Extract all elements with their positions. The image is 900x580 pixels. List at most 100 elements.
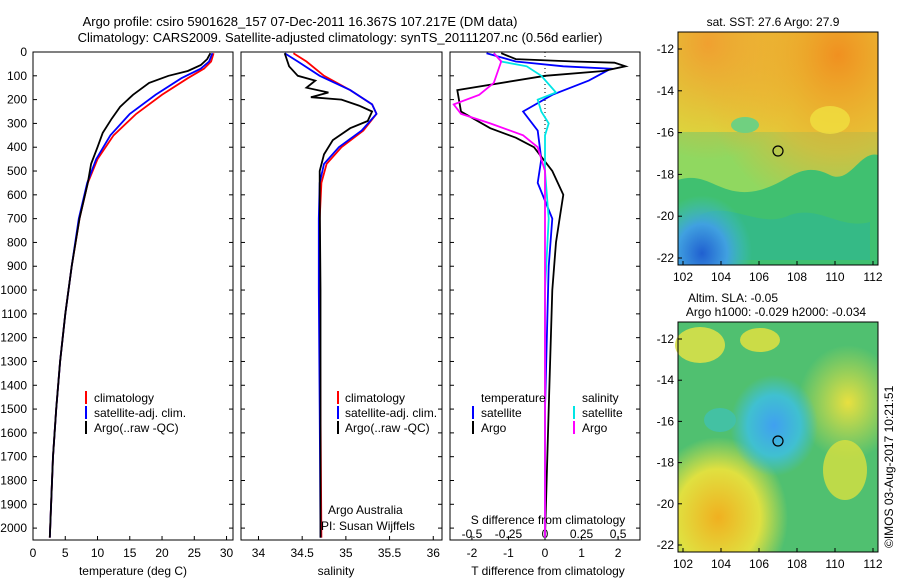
temperature-plot: 0 5 10 15 20 25 30 <box>30 52 234 560</box>
x-tick-label: 36 <box>427 546 441 560</box>
x-tick-label: 5 <box>62 546 69 560</box>
x-tick-label: 20 <box>155 546 169 560</box>
difference-xlabel: T difference from climatology <box>471 564 625 578</box>
sst-map-title: sat. SST: 27.6 Argo: 27.9 <box>707 15 840 29</box>
map-lat-label: -16 <box>657 414 675 428</box>
x-tick-label: 1 <box>578 546 585 560</box>
series-line-t-argo <box>456 52 629 538</box>
salinity-axes-frame <box>240 51 443 541</box>
legend-temperature-header: temperature <box>481 391 546 405</box>
map-lat-label: -14 <box>657 84 675 98</box>
map-lon-label: 104 <box>711 557 731 571</box>
x-tick-label: 34.5 <box>290 546 314 560</box>
map-lat-label: -18 <box>657 167 675 181</box>
map-lat-label: -14 <box>657 373 675 387</box>
map-lon-label: 106 <box>749 270 769 284</box>
imos-stamp: ©IMOS 03-Aug-2017 10:21:51 <box>882 385 896 548</box>
x-tick-label: 35.5 <box>378 546 402 560</box>
depth-axis: 0 100 200 300 400 500 600 700 800 900 1000 1100 1200… <box>0 45 640 535</box>
depth-tick-label: 2000 <box>0 521 27 535</box>
difference-plot: -2 -1 0 1 2-0.5 -0.25 0 0.25 0.5 <box>452 52 629 560</box>
depth-tick-label: 400 <box>7 140 27 154</box>
temperature-axes-frame <box>32 51 234 541</box>
series-line-argo-raw-qc <box>283 52 374 538</box>
depth-tick-label: 1300 <box>0 354 27 368</box>
x-tick-label: 15 <box>123 546 137 560</box>
x-tick-label: 0 <box>542 546 549 560</box>
x-tick-label: -1 <box>503 546 514 560</box>
s-tick-label: -0.25 <box>495 527 523 541</box>
depth-tick-label: 0 <box>20 45 27 59</box>
salinity-legend: climatology satellite-adj. clim. Argo(..… <box>321 391 437 533</box>
depth-tick-label: 1400 <box>0 378 27 392</box>
legend-s-satellite: satellite <box>582 406 623 420</box>
map-lat-label: -22 <box>657 251 675 265</box>
depth-tick-label: 1900 <box>0 497 27 511</box>
argo-location-marker <box>772 145 784 157</box>
legend-climatology: climatology <box>345 391 405 405</box>
depth-tick-label: 1200 <box>0 331 27 345</box>
depth-tick-label: 300 <box>7 116 27 130</box>
map-lat-label: -18 <box>657 456 675 470</box>
legend-t-satellite: satellite <box>481 406 522 420</box>
credits-line2: PI: Susan Wijffels <box>321 519 415 533</box>
legend-s-argo: Argo <box>582 421 608 435</box>
s-tick-label: 0.25 <box>570 527 594 541</box>
depth-tick-label: 100 <box>7 69 27 83</box>
depth-tick-label: 500 <box>7 164 27 178</box>
map-lon-label: 104 <box>711 270 731 284</box>
sla-map <box>675 321 879 553</box>
depth-tick-label: 900 <box>7 259 27 273</box>
series-line-climatology <box>48 52 215 538</box>
salinity-plot: 34 34.5 35 35.5 36 <box>252 52 441 560</box>
map-lon-label: 106 <box>749 557 769 571</box>
depth-tick-label: 1000 <box>0 283 27 297</box>
map-lon-label: 110 <box>825 270 844 284</box>
x-tick-label: 25 <box>188 546 202 560</box>
map-lat-label: -22 <box>657 538 675 552</box>
argo-location-marker <box>772 435 784 447</box>
x-tick-label: -2 <box>467 546 478 560</box>
x-tick-label: 10 <box>91 546 105 560</box>
sst-map <box>677 31 879 266</box>
depth-tick-label: 800 <box>7 235 27 249</box>
x-tick-label: 2 <box>615 546 622 560</box>
legend-satellite: satellite-adj. clim. <box>94 406 186 420</box>
map-lon-label: 108 <box>787 270 807 284</box>
legend-satellite: satellite-adj. clim. <box>345 406 437 420</box>
map-lon-label: 110 <box>825 557 844 571</box>
map-lon-label: 108 <box>787 557 807 571</box>
header-line2: Climatology: CARS2009. Satellite-adjuste… <box>78 30 603 45</box>
salinity-xlabel: salinity <box>318 564 355 578</box>
legend-climatology: climatology <box>94 391 154 405</box>
s-tick-label: -0.5 <box>462 527 483 541</box>
series-line-argo-raw-qc <box>48 52 212 538</box>
map-lon-label: 112 <box>863 270 882 284</box>
header-line1: Argo profile: csiro 5901628_157 07-Dec-2… <box>83 14 518 29</box>
sla-map-title1: Altim. SLA: -0.05 <box>688 291 778 305</box>
depth-tick-label: 1600 <box>0 426 27 440</box>
map-lon-label: 102 <box>673 270 693 284</box>
x-tick-label: 0 <box>30 546 37 560</box>
depth-tick-label: 200 <box>7 93 27 107</box>
credits-line1: Argo Australia <box>328 503 403 517</box>
x-tick-label: 30 <box>220 546 234 560</box>
depth-tick-label: 1700 <box>0 450 27 464</box>
sst-map-axes: -12 -14 -16 -18 -20 -22 102 104 106 108 110 112 <box>657 42 883 284</box>
map-lat-label: -12 <box>657 332 675 346</box>
temperature-legend: climatology satellite-adj. clim. Argo(..… <box>85 391 186 435</box>
temperature-xlabel: temperature (deg C) <box>79 564 187 578</box>
series-line-climatology <box>292 52 378 538</box>
x-tick-label: 34 <box>252 546 266 560</box>
x-tick-label: 35 <box>339 546 353 560</box>
series-line-s-satellite <box>493 52 558 538</box>
depth-tick-label: 600 <box>7 188 27 202</box>
legend-salinity-header: salinity <box>582 391 619 405</box>
series-line-satellite-adj-clim <box>284 52 378 538</box>
difference-legend: temperature salinity satellite Argo sate… <box>472 391 623 435</box>
depth-tick-label: 1800 <box>0 473 27 487</box>
difference-xlabel-top: S difference from climatology <box>471 513 626 527</box>
map-lon-label: 112 <box>863 557 882 571</box>
series-line-s-argo <box>452 52 546 538</box>
